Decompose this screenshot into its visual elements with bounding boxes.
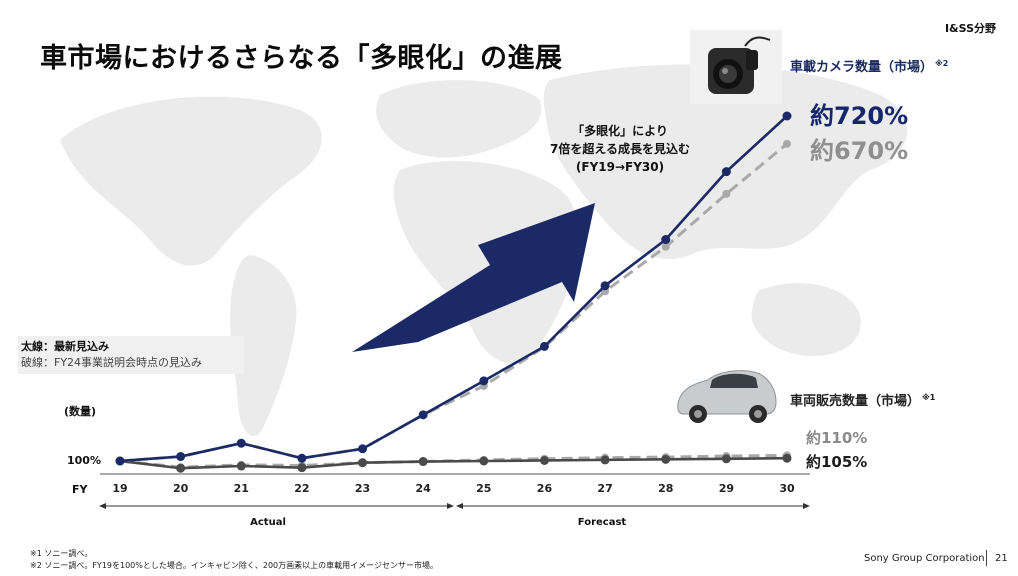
x-tick-label: 24 <box>416 482 432 495</box>
data-point-car_new <box>479 456 489 466</box>
camera-icon <box>708 36 771 94</box>
camera-footnote-mark: ※2 <box>935 58 949 68</box>
company-name: Sony Group Corporation <box>864 553 985 564</box>
car-end-value-previous: 約110% <box>806 429 868 447</box>
data-point-car_new <box>297 463 307 473</box>
series-layer <box>115 111 792 473</box>
footnote-1: ※1 ソニー調べ。 <box>30 549 93 558</box>
camera-series-label: 車載カメラ数量（市場） ※2 <box>790 56 948 75</box>
data-point-car_new <box>176 463 186 473</box>
forecast-label: Forecast <box>578 517 627 528</box>
car-end-value-latest: 約105% <box>806 453 868 471</box>
actual-label: Actual <box>250 517 286 528</box>
x-tick-label: 29 <box>719 482 734 495</box>
series-line-car_new <box>119 456 788 470</box>
car-series-name: 車両販売数量（市場） <box>790 394 921 409</box>
footnote-2: ※2 ソニー調べ。FY19を100%とした場合。インキャビン除く、200万画素以… <box>30 561 438 570</box>
y-axis-unit: (数量) <box>64 405 97 418</box>
footer-divider <box>986 550 987 566</box>
x-tick-labels: 19 20 21 22 23 24 25 26 27 28 29 30 <box>112 482 795 495</box>
data-point-camera_old <box>783 139 791 148</box>
car-series-label: 車両販売数量（市場） ※1 <box>790 390 935 409</box>
callout-line-1: 「多眼化」により <box>572 124 668 138</box>
baseline-label: 100% <box>67 454 101 467</box>
data-point-camera_old <box>661 242 670 251</box>
legend-solid-entry: 太線：最新見込み <box>21 340 109 353</box>
data-point-camera_new <box>721 167 731 177</box>
data-point-camera_new <box>115 456 125 466</box>
data-point-car_new <box>661 454 671 464</box>
data-point-camera_new <box>539 341 549 351</box>
x-tick-label: 21 <box>234 482 249 495</box>
callout-line-3: (FY19→FY30) <box>575 160 665 174</box>
line-style-legend: 太線：最新見込み 破線：FY24事業説明会時点の見込み <box>18 336 244 374</box>
data-point-camera_old <box>722 189 731 198</box>
car-icon <box>677 370 777 423</box>
data-point-car_new <box>600 455 610 465</box>
x-axis-label: FY <box>72 483 88 496</box>
period-brackets <box>99 503 810 509</box>
growth-callout: 「多眼化」により 7倍を超える成長を見込む (FY19→FY30) <box>530 122 710 176</box>
camera-end-value-previous: 約670% <box>810 137 909 165</box>
data-point-car_new <box>236 461 246 471</box>
x-tick-label: 30 <box>779 482 795 495</box>
x-tick-label: 23 <box>355 482 370 495</box>
x-tick-label: 27 <box>597 482 612 495</box>
series-camera_new <box>115 111 792 466</box>
legend-dashed-entry: 破線：FY24事業説明会時点の見込み <box>21 355 203 369</box>
data-point-camera_new <box>661 235 671 245</box>
camera-series-name: 車載カメラ数量（市場） <box>790 60 934 75</box>
page-number: 21 <box>995 553 1008 564</box>
data-point-camera_new <box>236 438 246 448</box>
x-tick-label: 28 <box>658 482 673 495</box>
world-map-background <box>60 64 908 436</box>
data-point-camera_new <box>479 376 489 386</box>
data-point-car_new <box>418 457 428 467</box>
camera-end-value-latest: 約720% <box>810 102 909 130</box>
data-point-car_new <box>539 455 549 465</box>
x-tick-label: 26 <box>537 482 553 495</box>
growth-arrow <box>352 203 595 352</box>
x-tick-label: 22 <box>294 482 309 495</box>
callout-line-2: 7倍を超える成長を見込む <box>550 142 690 156</box>
car-photo <box>668 360 780 426</box>
data-point-camera_new <box>176 452 186 462</box>
data-point-car_new <box>782 453 792 463</box>
camera-photo <box>690 30 782 104</box>
x-tick-label: 19 <box>112 482 127 495</box>
division-tag: I&SS分野 <box>944 22 996 35</box>
data-point-camera_new <box>418 410 428 420</box>
x-tick-label: 20 <box>173 482 189 495</box>
x-tick-label: 25 <box>476 482 491 495</box>
data-point-camera_new <box>358 444 368 454</box>
data-point-car_new <box>721 454 731 464</box>
data-point-camera_new <box>782 111 792 121</box>
slide-title: 車市場におけるさらなる「多眼化」の進展 <box>40 43 563 74</box>
data-point-camera_new <box>600 281 610 291</box>
data-point-camera_new <box>297 453 307 463</box>
data-point-car_new <box>358 458 368 468</box>
series-line-camera_new <box>119 115 788 463</box>
car-footnote-mark: ※1 <box>922 392 936 402</box>
